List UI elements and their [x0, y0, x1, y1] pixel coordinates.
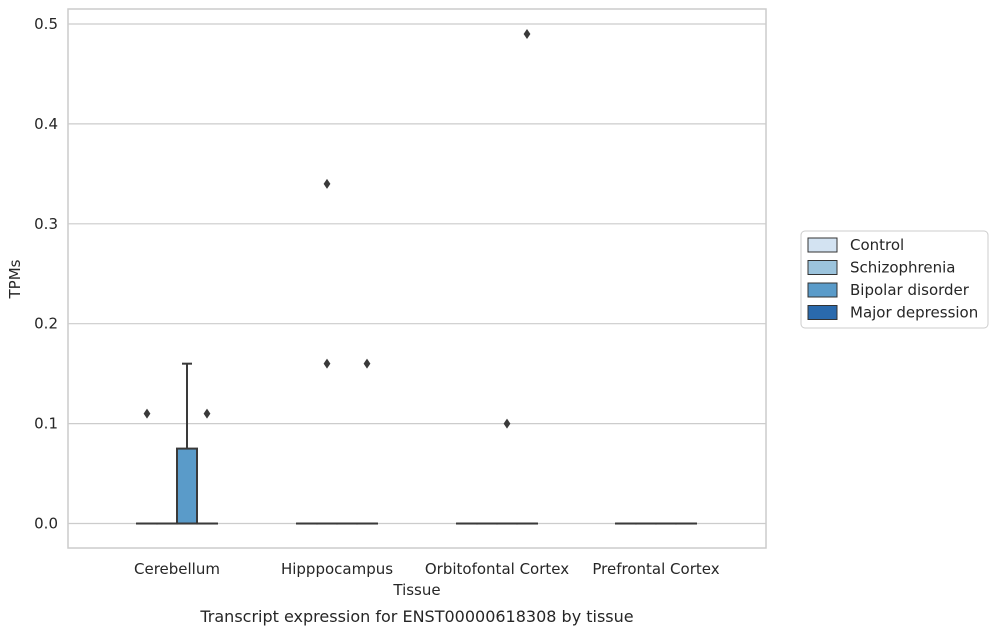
y-tick-label: 0.1	[34, 415, 58, 433]
legend-label: Major depression	[850, 304, 978, 322]
box-bipolar-disorder	[177, 449, 197, 524]
x-tick-labels: Cerebellum Hipppocampus Orbitofontal Corte…	[134, 560, 720, 578]
legend-swatch	[808, 238, 837, 252]
x-axis-label: Tissue	[392, 581, 440, 599]
y-tick-label: 0.2	[34, 315, 58, 333]
legend-label: Control	[850, 236, 904, 254]
legend: Control Schizophrenia Bipolar disorder Majo…	[801, 231, 988, 328]
legend-swatch	[808, 306, 837, 320]
y-axis-label: TPMs	[6, 259, 24, 299]
y-tick-label: 0.5	[34, 15, 58, 33]
plot-background	[68, 9, 766, 548]
legend-swatch	[808, 283, 837, 297]
x-tick-label: Cerebellum	[134, 560, 220, 578]
x-tick-label: Prefrontal Cortex	[592, 560, 719, 578]
legend-swatch	[808, 261, 837, 275]
legend-label: Bipolar disorder	[850, 281, 970, 299]
x-tick-label: Orbitofontal Cortex	[425, 560, 569, 578]
y-tick-label: 0.3	[34, 215, 58, 233]
chart-caption: Transcript expression for ENST0000061830…	[199, 607, 633, 626]
y-tick-label: 0.4	[34, 115, 58, 133]
y-tick-label: 0.0	[34, 515, 58, 533]
legend-label: Schizophrenia	[850, 259, 955, 277]
y-tick-labels: 0.0 0.1 0.2 0.3 0.4 0.5	[34, 15, 58, 533]
x-tick-label: Hipppocampus	[281, 560, 393, 578]
